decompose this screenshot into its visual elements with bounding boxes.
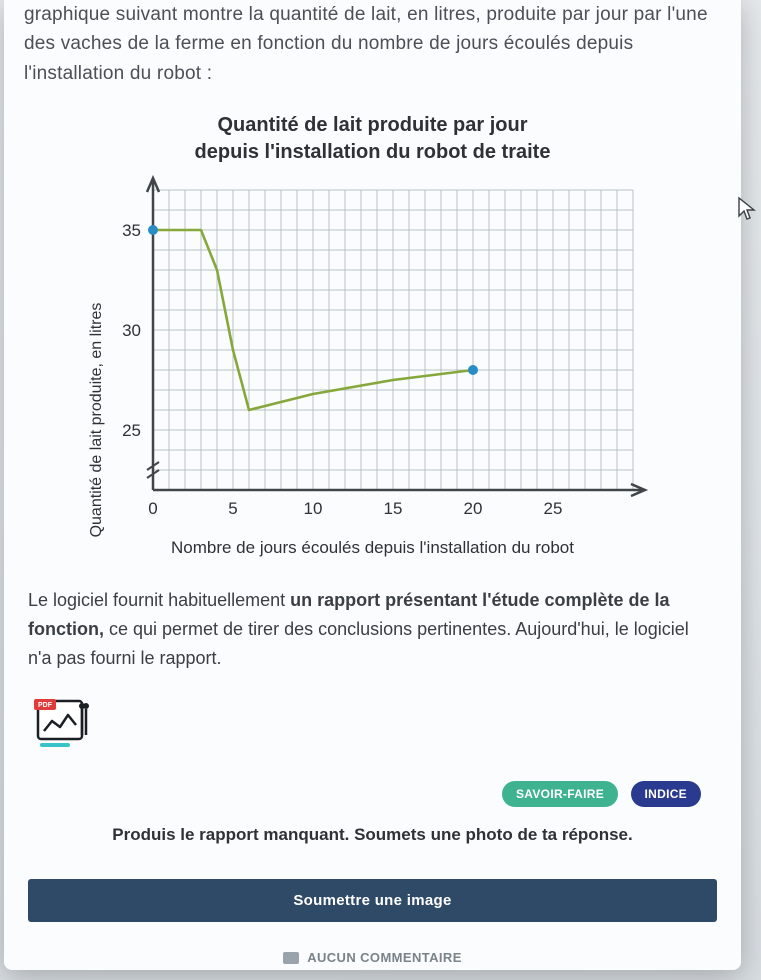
svg-text:15: 15 bbox=[383, 499, 402, 518]
svg-text:10: 10 bbox=[303, 499, 322, 518]
chart-title: Quantité de lait produite par jour depui… bbox=[53, 112, 693, 166]
intro-text: graphique suivant montre la quantité de … bbox=[4, 0, 741, 88]
paragraph-report: Le logiciel fournit habituellement un ra… bbox=[4, 568, 741, 672]
svg-text:20: 20 bbox=[463, 499, 482, 518]
svg-text:5: 5 bbox=[228, 499, 237, 518]
para2-post: ce qui permet de tirer des conclusions p… bbox=[28, 619, 689, 668]
comment-icon bbox=[283, 952, 299, 964]
chart-container: Quantité de lait produite par jour depui… bbox=[53, 112, 693, 558]
x-axis-label: Nombre de jours écoulés depuis l'install… bbox=[53, 538, 693, 558]
svg-text:25: 25 bbox=[122, 421, 141, 440]
y-axis-label: Quantité de lait produite, en litres bbox=[88, 303, 105, 538]
svg-text:30: 30 bbox=[122, 321, 141, 340]
savoir-faire-pill[interactable]: SAVOIR-FAIRE bbox=[502, 781, 618, 807]
pdf-badge-text: PDF bbox=[38, 702, 53, 709]
comment-label: AUCUN COMMENTAIRE bbox=[307, 950, 462, 965]
comment-row[interactable]: AUCUN COMMENTAIRE bbox=[4, 950, 741, 965]
indice-pill[interactable]: INDICE bbox=[631, 781, 701, 807]
svg-text:0: 0 bbox=[148, 499, 157, 518]
instruction-text: Produis le rapport manquant. Soumets une… bbox=[44, 825, 701, 845]
pdf-report-icon: PDF bbox=[32, 695, 96, 751]
svg-text:25: 25 bbox=[543, 499, 562, 518]
cursor-icon bbox=[737, 196, 757, 222]
pill-row: SAVOIR-FAIRE INDICE bbox=[4, 751, 741, 807]
milk-chart: 25 30 35 0 5 10 15 20 25 Quantité de lait produ… bbox=[63, 170, 683, 540]
exercise-card: graphique suivant montre la quantité de … bbox=[4, 0, 741, 970]
chart-title-line2: depuis l'installation du robot de traite bbox=[195, 141, 551, 163]
para2-pre: Le logiciel fournit habituellement bbox=[28, 590, 290, 610]
submit-image-button[interactable]: Soumettre une image bbox=[28, 879, 717, 922]
svg-text:35: 35 bbox=[122, 221, 141, 240]
chart-title-line1: Quantité de lait produite par jour bbox=[217, 114, 527, 136]
